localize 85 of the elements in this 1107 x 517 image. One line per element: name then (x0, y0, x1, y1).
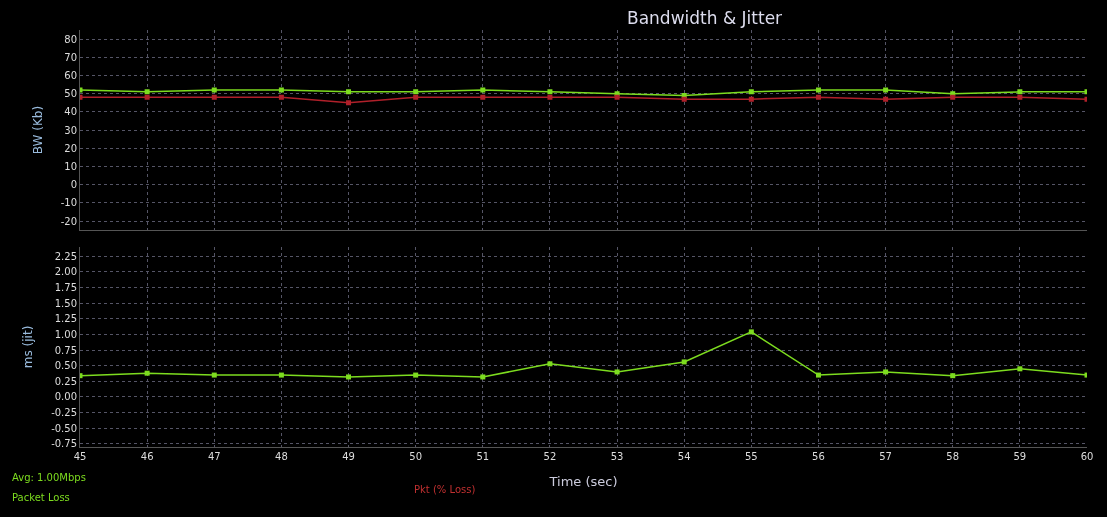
point (614, 369, 620, 375)
chart-title: Bandwidth & Jitter (627, 8, 783, 28)
x-tick-label: 55 (744, 451, 758, 462)
point (681, 359, 687, 365)
text: Avg: 1.00Mbps (12, 472, 86, 483)
point (413, 94, 419, 100)
point (883, 87, 889, 93)
point (883, 96, 889, 102)
y-tick-label: 20 (64, 142, 77, 154)
point (144, 370, 150, 376)
y-tick-label: -10 (60, 197, 77, 209)
x-tick-label: 56 (812, 451, 825, 462)
y-tick-label: 2.00 (54, 266, 77, 278)
point (211, 94, 217, 100)
point (144, 94, 150, 100)
x-tick-label: 53 (610, 451, 624, 462)
point (211, 87, 217, 93)
x-tick-label: 58 (946, 451, 960, 462)
point (480, 87, 486, 93)
point (278, 372, 284, 378)
y-tick-label: 1.00 (54, 328, 77, 340)
y-tick-label: 0.25 (54, 375, 77, 387)
point (547, 89, 553, 95)
point (413, 372, 419, 378)
point (1017, 366, 1023, 372)
point (278, 94, 284, 100)
x-tick-label: 60 (1080, 451, 1094, 462)
text: Pkt (% Loss) (414, 484, 476, 495)
point (883, 369, 889, 375)
x-tick-label: 49 (342, 451, 355, 462)
y-tick-label: 80 (64, 33, 77, 45)
x-tick-label: 51 (476, 451, 490, 462)
y-axis-title: ms (jit) (21, 325, 36, 369)
y-tick-label: -0.75 (51, 438, 77, 450)
y-tick-label: -20 (60, 215, 77, 227)
y-tick-label: 1.75 (54, 282, 77, 293)
point (547, 361, 553, 367)
point (346, 89, 352, 95)
y-tick-label: 2.25 (54, 250, 77, 262)
y-tick-label: 30 (64, 124, 77, 136)
x-tick-label: 59 (1013, 451, 1027, 462)
point (1017, 94, 1023, 100)
point (144, 89, 150, 95)
y-tick-label: 50 (64, 88, 77, 100)
point (950, 373, 956, 379)
x-tick-label: 46 (140, 451, 154, 462)
y-tick-label: -0.25 (51, 407, 77, 419)
y-tick-label: 1.50 (54, 297, 77, 309)
point (815, 372, 821, 378)
x-tick-label: 57 (879, 451, 892, 462)
text: Packet Loss (12, 492, 70, 503)
point (681, 96, 687, 102)
point (748, 329, 754, 335)
x-axis-title: Time (sec) (548, 473, 618, 489)
y-tick-label: -0.50 (51, 422, 77, 434)
y-tick-label: 1.25 (54, 313, 77, 325)
x-tick-label: 50 (409, 451, 423, 462)
point (480, 374, 486, 380)
point (1017, 89, 1023, 95)
point (480, 94, 486, 100)
point (815, 94, 821, 100)
point (211, 372, 217, 378)
point (346, 100, 352, 106)
point (547, 94, 553, 100)
x-tick-label: 48 (275, 451, 288, 462)
point (346, 374, 352, 380)
x-tick-label: 47 (207, 451, 221, 462)
y-tick-label: 0.00 (54, 391, 77, 403)
point (278, 87, 284, 93)
point (748, 89, 754, 95)
point (748, 96, 754, 102)
x-tick-label: 54 (677, 451, 691, 462)
y-tick-label: 70 (64, 51, 77, 63)
line-series (80, 329, 1087, 380)
y-tick-label: 0 (70, 179, 77, 191)
x-tick-label: 52 (543, 451, 557, 462)
y-tick-label: 60 (64, 69, 77, 81)
x-tick-label: 45 (73, 451, 87, 462)
y-tick-label: 10 (64, 160, 77, 172)
y-tick-label: 40 (64, 106, 77, 118)
y-tick-label: 0.50 (54, 360, 77, 372)
y-tick-label: 0.75 (54, 344, 77, 356)
y-axis-title: BW (Kb) (30, 105, 45, 155)
point (815, 87, 821, 93)
point (413, 89, 419, 95)
